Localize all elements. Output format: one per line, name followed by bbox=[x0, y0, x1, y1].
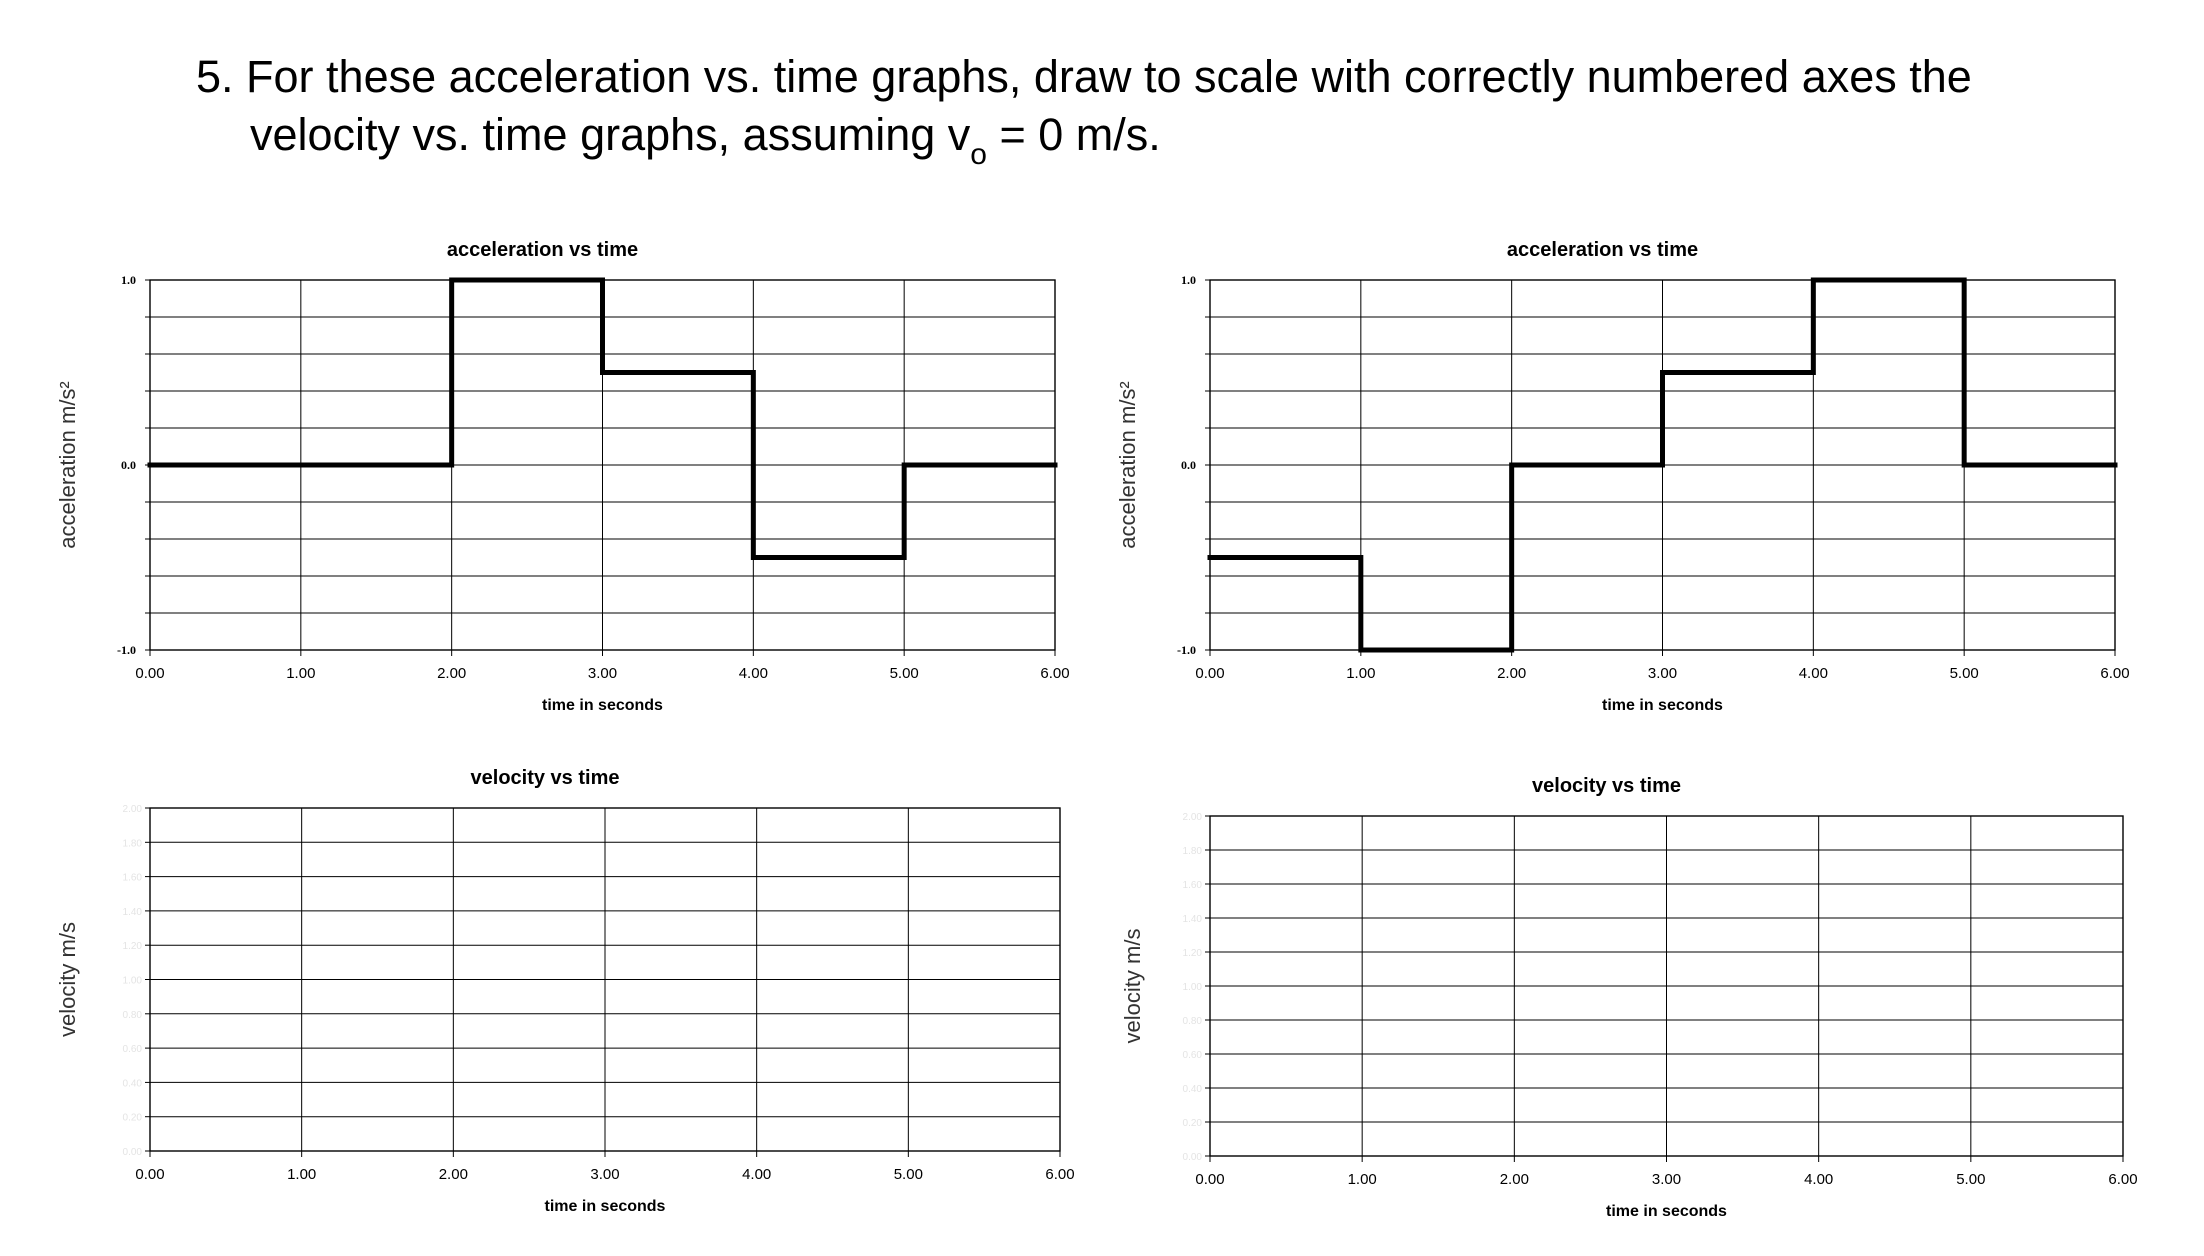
x-tick-label: 2.00 bbox=[1500, 1171, 1529, 1188]
x-tick-label: 2.00 bbox=[1497, 665, 1526, 682]
velocity-chart-left: velocity vs time 0.00 1.00 2.00 3.00 4.00 5.00… bbox=[55, 767, 1075, 1215]
faint-y-tick-label: 2.00 bbox=[1183, 812, 1203, 823]
x-tick-label: 4.00 bbox=[742, 1166, 771, 1183]
x-tick-label: 2.00 bbox=[439, 1166, 468, 1183]
y-tick-label: 0.0 bbox=[1181, 458, 1196, 472]
x-tick-label: 4.00 bbox=[1804, 1171, 1833, 1188]
question-line-2-end: = 0 m/s. bbox=[986, 109, 1161, 160]
y-tick-label: -1.0 bbox=[1177, 643, 1196, 657]
x-tick-label: 1.00 bbox=[1348, 1171, 1377, 1188]
x-tick-label: 2.00 bbox=[437, 665, 466, 682]
x-tick-label: 1.00 bbox=[287, 1166, 316, 1183]
x-tick-label: 6.00 bbox=[1040, 665, 1069, 682]
x-tick-label: 0.00 bbox=[135, 1166, 164, 1183]
x-tick-label: 0.00 bbox=[1195, 665, 1224, 682]
faint-y-tick-label: 1.60 bbox=[123, 873, 143, 884]
faint-y-tick-label: 1.00 bbox=[123, 976, 143, 987]
faint-y-tick-label: 1.40 bbox=[123, 907, 143, 918]
chart-title: acceleration vs time bbox=[447, 239, 638, 261]
question-line-1-text: For these acceleration vs. time graphs, … bbox=[246, 51, 1972, 102]
faint-y-tick-label: 0.20 bbox=[123, 1113, 143, 1124]
x-tick-label: 5.00 bbox=[1950, 665, 1979, 682]
y-axis-title: velocity m/s bbox=[1120, 929, 1145, 1044]
x-tick-label: 1.00 bbox=[286, 665, 315, 682]
series-line bbox=[147, 277, 1058, 560]
faint-y-tick-label: 1.80 bbox=[1183, 846, 1203, 857]
x-tick-label: 3.00 bbox=[1652, 1171, 1681, 1188]
x-tick-label: 3.00 bbox=[588, 665, 617, 682]
y-axis-title: velocity m/s bbox=[55, 922, 80, 1037]
x-tick-label: 6.00 bbox=[2100, 665, 2129, 682]
faint-y-tick-label: 1.20 bbox=[123, 941, 143, 952]
x-tick-label: 6.00 bbox=[1045, 1166, 1074, 1183]
x-tick-label: 0.00 bbox=[135, 665, 164, 682]
x-tick-label: 5.00 bbox=[1956, 1171, 1985, 1188]
x-axis-title: time in seconds bbox=[545, 1198, 666, 1215]
series-line bbox=[1207, 277, 2118, 653]
x-tick-label: 5.00 bbox=[890, 665, 919, 682]
faint-y-tick-label: 0.00 bbox=[123, 1147, 143, 1158]
faint-y-tick-label: 0.20 bbox=[1183, 1118, 1203, 1129]
question-line-1: 5. For these acceleration vs. time graph… bbox=[196, 48, 1972, 106]
x-axis-title: time in seconds bbox=[542, 697, 663, 714]
faint-y-tick-label: 0.60 bbox=[1183, 1050, 1203, 1061]
faint-y-tick-label: 0.40 bbox=[123, 1078, 143, 1089]
faint-y-tick-label: 0.40 bbox=[1183, 1084, 1203, 1095]
acceleration-chart-right: acceleration vs time 0.00 1.00 2.00 3.00 4.00… bbox=[1115, 239, 2130, 714]
question-text: 5. For these acceleration vs. time graph… bbox=[196, 48, 1972, 170]
x-tick-label: 4.00 bbox=[739, 665, 768, 682]
faint-y-tick-label: 0.60 bbox=[123, 1044, 143, 1055]
x-tick-label: 3.00 bbox=[590, 1166, 619, 1183]
chart-title: acceleration vs time bbox=[1507, 239, 1698, 261]
question-line-2: velocity vs. time graphs, assuming vo = … bbox=[196, 106, 1972, 170]
y-tick-label: -1.0 bbox=[117, 643, 136, 657]
faint-y-tick-label: 0.80 bbox=[123, 1010, 143, 1021]
x-axis-title: time in seconds bbox=[1602, 697, 1723, 714]
faint-y-tick-label: 1.20 bbox=[1183, 948, 1203, 959]
faint-y-tick-label: 1.40 bbox=[1183, 914, 1203, 925]
x-axis-title: time in seconds bbox=[1606, 1203, 1727, 1220]
x-tick-label: 0.00 bbox=[1195, 1171, 1224, 1188]
question-number: 5. bbox=[196, 51, 234, 102]
y-tick-label: 1.0 bbox=[121, 273, 136, 287]
question-subscript: o bbox=[970, 138, 987, 171]
x-tick-label: 4.00 bbox=[1799, 665, 1828, 682]
velocity-chart-right: velocity vs time 0.00 1.00 2.00 3.00 4.00 5.00… bbox=[1120, 775, 2138, 1220]
y-axis-title: acceleration m/s² bbox=[55, 381, 80, 549]
question-line-2-text: velocity vs. time graphs, assuming v bbox=[250, 109, 971, 160]
faint-y-tick-label: 2.00 bbox=[123, 804, 143, 815]
chart-title: velocity vs time bbox=[1532, 775, 1681, 797]
faint-y-tick-label: 0.00 bbox=[1183, 1152, 1203, 1163]
faint-y-tick-label: 0.80 bbox=[1183, 1016, 1203, 1027]
y-tick-label: 0.0 bbox=[121, 458, 136, 472]
acceleration-chart-left: acceleration vs time 0.00 1.00 2.00 3.00 4.00… bbox=[55, 239, 1070, 714]
faint-y-tick-label: 1.00 bbox=[1183, 982, 1203, 993]
chart-title: velocity vs time bbox=[471, 767, 620, 789]
y-tick-label: 1.0 bbox=[1181, 273, 1196, 287]
faint-y-tick-label: 1.60 bbox=[1183, 880, 1203, 891]
x-tick-label: 6.00 bbox=[2108, 1171, 2137, 1188]
y-axis-title: acceleration m/s² bbox=[1115, 381, 1140, 549]
faint-y-tick-label: 1.80 bbox=[123, 838, 143, 849]
x-tick-label: 1.00 bbox=[1346, 665, 1375, 682]
x-tick-label: 5.00 bbox=[894, 1166, 923, 1183]
x-tick-label: 3.00 bbox=[1648, 665, 1677, 682]
